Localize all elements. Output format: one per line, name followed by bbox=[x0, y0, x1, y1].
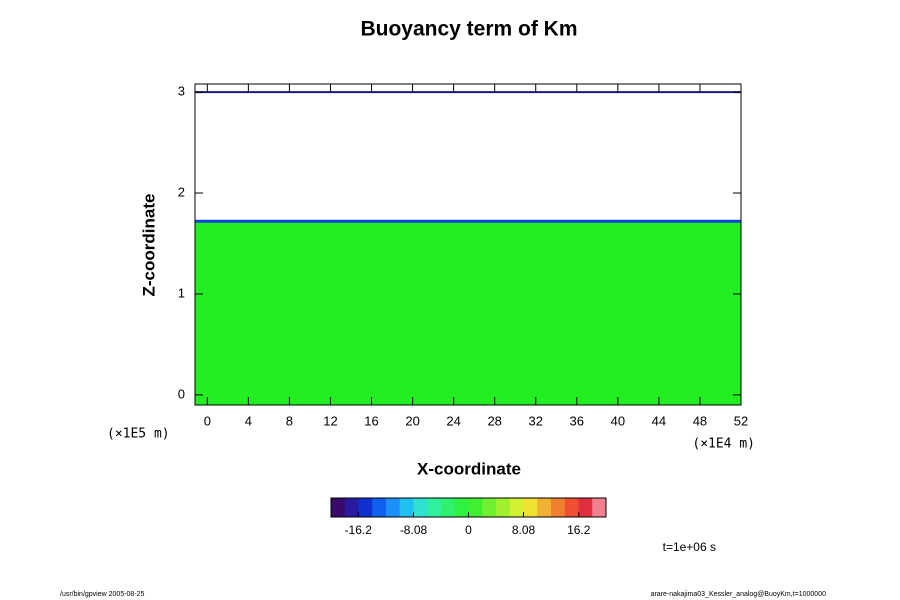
colorbar-cell bbox=[523, 498, 538, 517]
colorbar-cell bbox=[496, 498, 511, 517]
colorbar-cell bbox=[537, 498, 552, 517]
colorbar-cell bbox=[551, 498, 566, 517]
colorbar-cell bbox=[578, 498, 593, 517]
x-unit: (×1E4 m) bbox=[692, 437, 755, 452]
x-axis-label: X-coordinate bbox=[417, 459, 521, 478]
x-tick-label: 44 bbox=[652, 413, 666, 428]
x-tick-label: 32 bbox=[529, 413, 543, 428]
colorbar-cell bbox=[482, 498, 497, 517]
colorbar-tick-label: 8.08 bbox=[512, 523, 536, 537]
x-tick-label: 8 bbox=[286, 413, 293, 428]
plot-frame bbox=[194, 83, 742, 406]
colorbar-cell bbox=[564, 498, 579, 517]
colorbar-cell bbox=[427, 498, 442, 517]
time-label: t=1e+06 s bbox=[663, 540, 716, 554]
colorbar-cell bbox=[413, 498, 428, 517]
x-tick-label: 16 bbox=[364, 413, 378, 428]
colorbar-cell bbox=[441, 498, 456, 517]
x-tick-label: 36 bbox=[570, 413, 584, 428]
footer-right: arare-nakajima03_Kessler_analog@BuoyKm,t… bbox=[651, 591, 827, 598]
y-tick-label: 0 bbox=[178, 386, 185, 401]
x-tick-label: 0 bbox=[204, 413, 211, 428]
x-tick-label: 12 bbox=[323, 413, 337, 428]
colorbar-cell bbox=[399, 498, 414, 517]
colorbar-cell bbox=[344, 498, 359, 517]
colorbar-cell bbox=[468, 498, 483, 517]
x-tick-label: 40 bbox=[611, 413, 625, 428]
colorbar-tick-label: 0 bbox=[465, 523, 472, 537]
y-tick-label: 1 bbox=[178, 285, 185, 300]
x-tick-label: 20 bbox=[405, 413, 419, 428]
colorbar-tick-label: -8.08 bbox=[400, 523, 428, 537]
x-tick-label: 24 bbox=[446, 413, 460, 428]
colorbar-cell bbox=[592, 498, 607, 517]
colorbar-cell bbox=[331, 498, 346, 517]
y-axis-label: Z-coordinate bbox=[139, 194, 158, 297]
colorbar-cell bbox=[372, 498, 387, 517]
colorbar-cell bbox=[509, 498, 524, 517]
colorbar-cell bbox=[386, 498, 401, 517]
x-tick-label: 28 bbox=[487, 413, 501, 428]
colorbar-tick-label: 16.2 bbox=[567, 523, 591, 537]
y-tick-label: 2 bbox=[178, 184, 185, 199]
x-tick-label: 48 bbox=[693, 413, 707, 428]
footer-left: /usr/bin/gpview 2005-08-25 bbox=[60, 591, 145, 598]
colorbar-cell bbox=[358, 498, 373, 517]
colorbar-cell bbox=[454, 498, 469, 517]
colorbar-tick-label: -16.2 bbox=[345, 523, 373, 537]
x-tick-label: 4 bbox=[245, 413, 252, 428]
chart-title: Buoyancy term of Km bbox=[360, 18, 577, 41]
y-unit: (×1E5 m) bbox=[107, 427, 170, 442]
y-tick-label: 3 bbox=[178, 84, 185, 99]
field-region bbox=[195, 221, 741, 405]
x-tick-label: 52 bbox=[734, 413, 748, 428]
